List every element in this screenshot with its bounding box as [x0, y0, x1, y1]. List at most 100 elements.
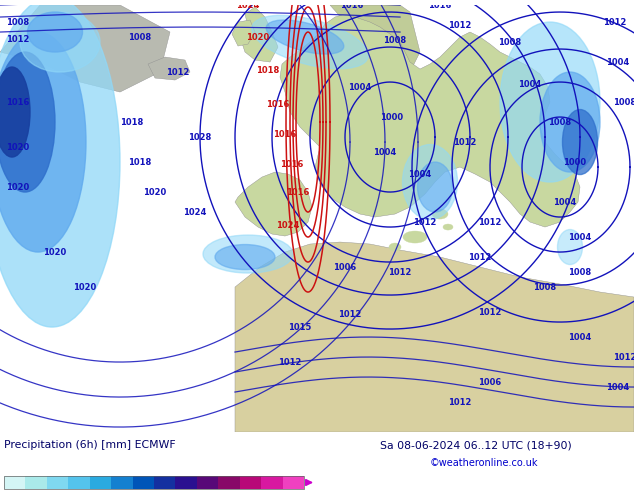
Ellipse shape — [0, 67, 30, 157]
Text: 1018: 1018 — [256, 66, 280, 74]
Bar — [176, 476, 197, 489]
Ellipse shape — [403, 145, 458, 220]
Text: 1024: 1024 — [236, 0, 260, 9]
Text: 1024: 1024 — [183, 208, 207, 217]
Ellipse shape — [443, 224, 453, 230]
Text: 1016: 1016 — [429, 0, 451, 9]
Text: 1018: 1018 — [128, 158, 152, 167]
Ellipse shape — [215, 245, 275, 270]
PathPatch shape — [0, 5, 170, 92]
Text: 1008: 1008 — [129, 32, 152, 42]
Text: 1008: 1008 — [614, 98, 634, 106]
Text: 1012: 1012 — [6, 34, 30, 44]
Text: 1012: 1012 — [448, 21, 472, 29]
Ellipse shape — [0, 52, 55, 192]
Text: 1016: 1016 — [266, 99, 290, 109]
Bar — [240, 476, 261, 489]
Text: ©weatheronline.co.uk: ©weatheronline.co.uk — [430, 458, 538, 468]
Bar — [4, 476, 304, 489]
Text: 1012: 1012 — [278, 358, 302, 367]
Bar — [4, 476, 25, 489]
Text: 1008: 1008 — [384, 36, 406, 45]
Text: 1012: 1012 — [469, 252, 492, 262]
Ellipse shape — [557, 229, 583, 265]
Text: 1004: 1004 — [519, 79, 541, 89]
Bar — [154, 476, 176, 489]
Bar — [47, 476, 68, 489]
Text: 1004: 1004 — [606, 57, 630, 67]
Text: 1020: 1020 — [143, 188, 167, 196]
Ellipse shape — [27, 12, 82, 52]
Ellipse shape — [252, 15, 368, 69]
Text: 1004: 1004 — [373, 147, 397, 156]
Text: 1008: 1008 — [569, 268, 592, 276]
PathPatch shape — [148, 57, 190, 80]
Text: 1004: 1004 — [568, 333, 592, 342]
Text: 1012: 1012 — [166, 68, 190, 76]
Bar — [218, 476, 240, 489]
Bar — [197, 476, 218, 489]
Text: Precipitation (6h) [mm] ECMWF: Precipitation (6h) [mm] ECMWF — [4, 440, 176, 450]
Ellipse shape — [0, 0, 120, 327]
Text: 1012: 1012 — [448, 397, 472, 407]
PathPatch shape — [235, 172, 312, 236]
Text: 1006: 1006 — [479, 377, 501, 387]
Text: 1016: 1016 — [287, 188, 309, 196]
Text: 1012: 1012 — [478, 308, 501, 317]
Ellipse shape — [562, 110, 597, 174]
Text: 1012: 1012 — [388, 268, 411, 276]
Text: 1028: 1028 — [188, 132, 212, 142]
PathPatch shape — [232, 20, 255, 46]
Text: 1020: 1020 — [247, 32, 269, 42]
Ellipse shape — [403, 231, 427, 243]
Text: 1008: 1008 — [6, 18, 30, 26]
Ellipse shape — [432, 209, 448, 219]
Text: 1008: 1008 — [498, 38, 522, 47]
Text: 1004: 1004 — [553, 197, 577, 207]
Ellipse shape — [389, 243, 401, 251]
Text: 1016: 1016 — [280, 160, 304, 169]
Text: 1004: 1004 — [606, 383, 630, 392]
Text: 1012: 1012 — [453, 138, 477, 147]
Text: 1012: 1012 — [613, 352, 634, 362]
Text: 1008: 1008 — [533, 283, 557, 292]
Ellipse shape — [20, 12, 100, 72]
Text: 1016: 1016 — [6, 98, 30, 106]
Text: Sa 08-06-2024 06..12 UTC (18+90): Sa 08-06-2024 06..12 UTC (18+90) — [380, 440, 572, 450]
Text: 1000: 1000 — [380, 113, 404, 122]
Bar — [133, 476, 154, 489]
Text: 1012: 1012 — [604, 18, 626, 26]
Text: 1012: 1012 — [339, 310, 361, 318]
Ellipse shape — [418, 162, 453, 212]
Text: 1024: 1024 — [276, 220, 300, 229]
PathPatch shape — [330, 5, 420, 117]
Ellipse shape — [266, 20, 344, 54]
Bar — [25, 476, 47, 489]
Bar — [90, 476, 111, 489]
Bar — [68, 476, 90, 489]
Text: 1012: 1012 — [413, 218, 437, 226]
PathPatch shape — [280, 14, 580, 227]
Text: 1020: 1020 — [6, 183, 30, 192]
Bar — [261, 476, 283, 489]
Text: 1000: 1000 — [564, 158, 586, 167]
Text: 1020: 1020 — [6, 143, 30, 151]
Ellipse shape — [0, 32, 86, 252]
Ellipse shape — [500, 22, 600, 182]
Text: 1004: 1004 — [568, 233, 592, 242]
Bar — [283, 476, 304, 489]
Text: 1018: 1018 — [120, 118, 144, 126]
Text: 1012: 1012 — [478, 218, 501, 226]
Text: 1006: 1006 — [333, 263, 356, 271]
Text: 1015: 1015 — [288, 322, 312, 332]
Ellipse shape — [203, 235, 293, 273]
Text: 1004: 1004 — [408, 170, 432, 178]
Bar — [111, 476, 133, 489]
Text: 1020: 1020 — [43, 247, 67, 257]
PathPatch shape — [235, 242, 634, 432]
Text: 1016: 1016 — [340, 0, 364, 9]
PathPatch shape — [318, 52, 332, 72]
Ellipse shape — [540, 72, 600, 172]
Text: 1008: 1008 — [548, 118, 572, 126]
Text: 1004: 1004 — [348, 82, 372, 92]
